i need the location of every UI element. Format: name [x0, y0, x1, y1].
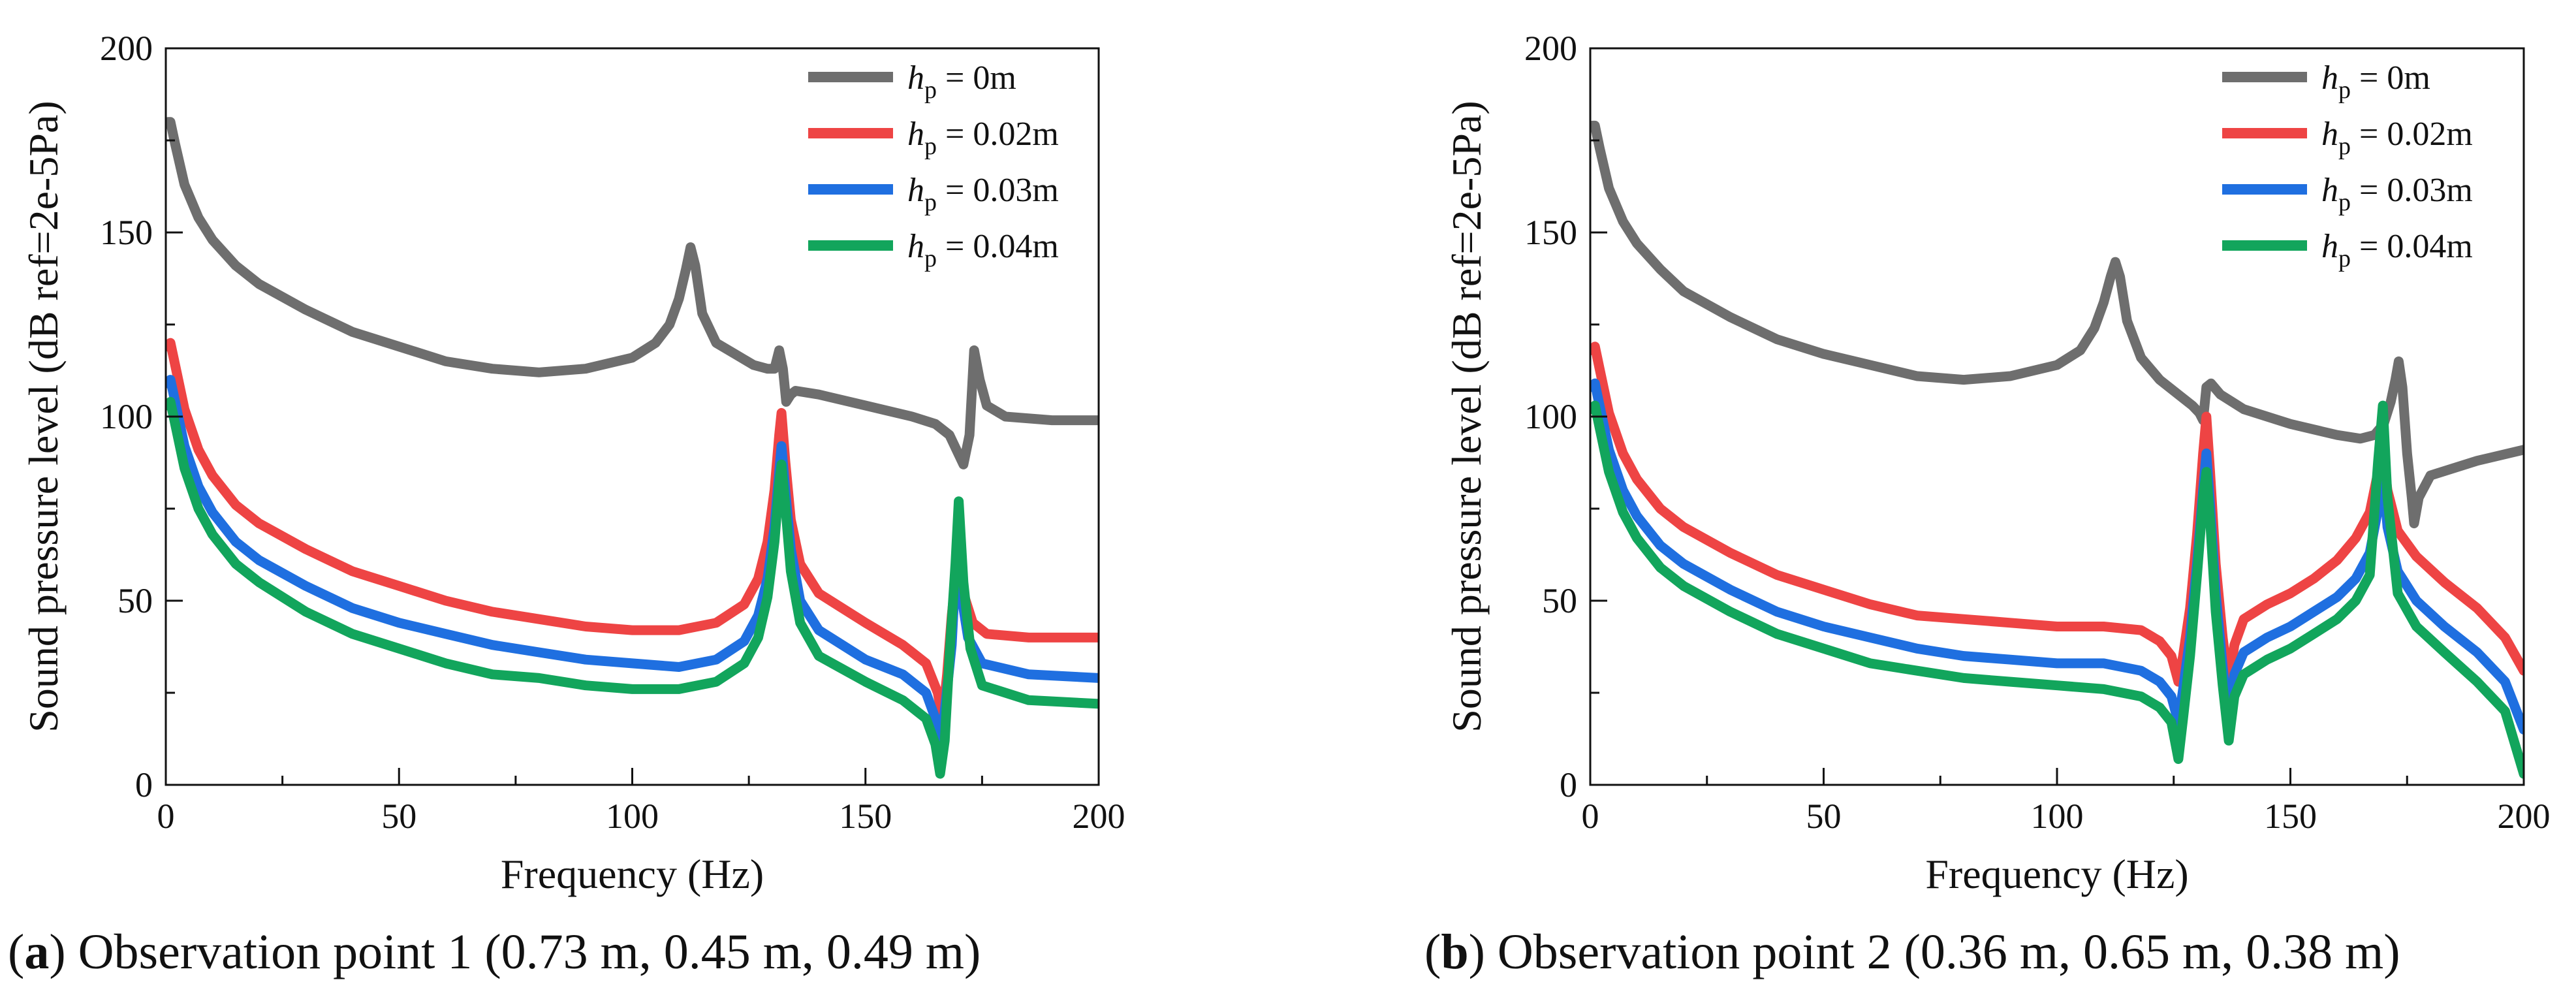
series-line-0 — [166, 117, 1099, 469]
series-line-3 — [166, 396, 1099, 779]
x-tick-label: 150 — [2264, 797, 2317, 836]
x-tick-label: 0 — [157, 797, 175, 836]
chart-panel-b: 0 50 100 150 200 0 50 100 150 200 Frequency (Hz) So… — [1443, 29, 2551, 897]
x-tick-label: 0 — [1582, 797, 1599, 836]
legend-label-2: hp = 0.03m — [2321, 172, 2473, 216]
x-tick-label: 200 — [1073, 797, 1125, 836]
legend-label-3: hp = 0.04m — [2321, 228, 2473, 272]
y-tick-label: 200 — [1524, 29, 1577, 68]
caption-a: (a) Observation point 1 (0.73 m, 0.45 m,… — [8, 925, 981, 979]
y-axis-title: Sound pressure level (dB ref=2e-5Pa) — [1443, 101, 1490, 732]
x-tick-label: 150 — [839, 797, 892, 836]
y-tick-label: 100 — [1524, 397, 1577, 436]
legend: hp = 0m hp = 0.02m hp = 0.03m hp = 0.04m — [2222, 59, 2473, 272]
x-tick-label: 100 — [2031, 797, 2084, 836]
x-tick-label: 100 — [606, 797, 659, 836]
legend-label-1: hp = 0.02m — [907, 116, 1059, 160]
x-tick-label: 200 — [2498, 797, 2551, 836]
series-line-3 — [1590, 400, 2524, 779]
chart-panel-a: 0 50 100 150 200 0 50 100 150 200 Frequency (Hz) So… — [20, 29, 1125, 897]
legend-label-2: hp = 0.03m — [907, 172, 1059, 216]
legend: hp = 0m hp = 0.02m hp = 0.03m hp = 0.04m — [808, 59, 1059, 272]
y-tick-label: 150 — [1524, 213, 1577, 252]
x-axis-title: Frequency (Hz) — [1925, 851, 2188, 897]
y-tick-label: 0 — [1560, 765, 1577, 804]
legend-label-0: hp = 0m — [907, 59, 1016, 104]
y-tick-label: 50 — [118, 581, 153, 620]
y-tick-label: 0 — [135, 765, 153, 804]
y-tick-label: 200 — [100, 29, 153, 68]
legend-label-1: hp = 0.02m — [2321, 116, 2473, 160]
plot-frame — [165, 47, 1100, 786]
legend-label-0: hp = 0m — [2321, 59, 2430, 104]
x-tick-label: 50 — [1806, 797, 1842, 836]
series-line-0 — [1590, 120, 2524, 529]
y-tick-label: 100 — [100, 397, 153, 436]
caption-b: (b) Observation point 2 (0.36 m, 0.65 m,… — [1424, 925, 2400, 979]
x-tick-label: 50 — [381, 797, 416, 836]
x-axis-title: Frequency (Hz) — [501, 851, 764, 897]
y-axis-title: Sound pressure level (dB ref=2e-5Pa) — [20, 101, 67, 732]
legend-label-3: hp = 0.04m — [907, 228, 1059, 272]
y-tick-label: 50 — [1542, 581, 1577, 620]
y-tick-label: 150 — [100, 213, 153, 252]
